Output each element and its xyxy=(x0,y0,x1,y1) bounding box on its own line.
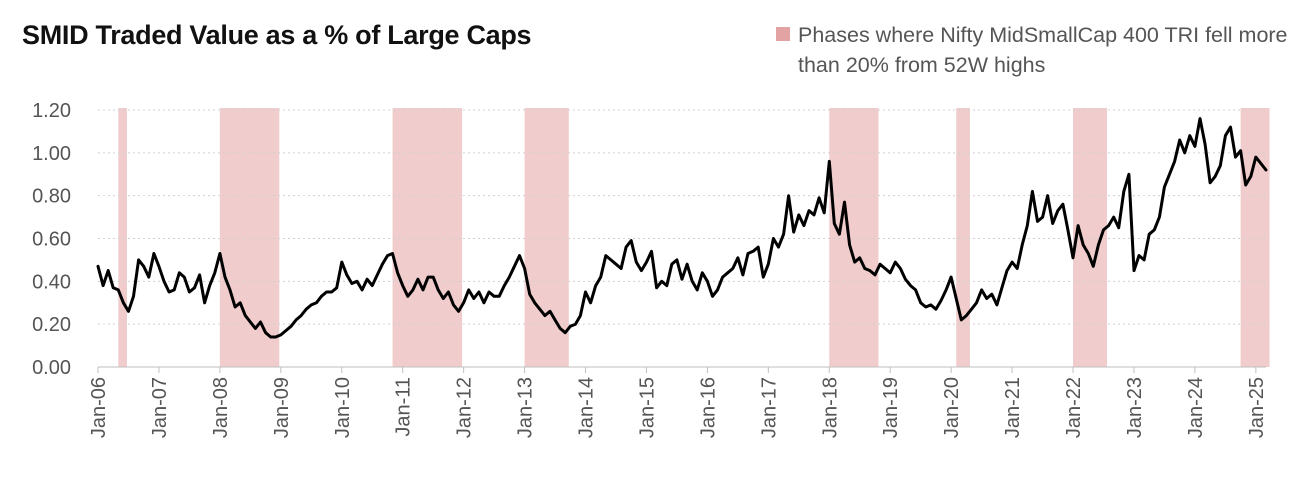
x-tick-label: Jan-11 xyxy=(393,377,415,437)
shaded-phase xyxy=(956,108,970,367)
y-axis-ticks: 0.00 0.20 0.40 0.60 0.80 1.00 1.20 xyxy=(32,100,71,379)
chart-title: SMID Traded Value as a % of Large Caps xyxy=(22,20,532,50)
x-tick-label: Jan-12 xyxy=(454,377,476,438)
x-tick-label: Jan-21 xyxy=(1002,377,1024,438)
series-line xyxy=(96,117,1268,339)
shaded-phase xyxy=(392,108,463,367)
x-tick-label: Jan-14 xyxy=(576,377,598,438)
x-tick-label: Jan-10 xyxy=(332,377,354,438)
x-tick-label: Jan-06 xyxy=(88,377,110,438)
x-tick-label: Jan-17 xyxy=(758,377,780,438)
y-tick-label: 0.40 xyxy=(32,271,71,293)
shaded-phase xyxy=(524,108,569,367)
x-tick-label: Jan-16 xyxy=(697,377,719,438)
series-lines xyxy=(96,117,1268,339)
x-axis-ticks: Jan-06 Jan-07 Jan-08 Jan-09 Jan-10 Jan-11 Jan-… xyxy=(88,367,1268,438)
x-tick-label: Jan-08 xyxy=(210,377,232,438)
x-tick-label: Jan-25 xyxy=(1246,377,1268,438)
x-tick-label: Jan-09 xyxy=(271,377,293,438)
x-tick-label: Jan-23 xyxy=(1124,377,1146,438)
y-tick-label: 1.20 xyxy=(32,100,71,122)
x-tick-label: Jan-18 xyxy=(819,377,841,438)
legend-label: Phases where Nifty MidSmallCap 400 TRI f… xyxy=(798,23,1288,77)
shaded-phase xyxy=(118,108,127,367)
y-tick-label: 0.20 xyxy=(32,314,71,336)
x-tick-label: Jan-15 xyxy=(636,377,658,438)
y-tick-label: 0.60 xyxy=(32,229,71,251)
y-tick-label: 0.00 xyxy=(32,357,71,379)
x-tick-label: Jan-19 xyxy=(880,377,902,438)
legend-swatch xyxy=(776,27,790,41)
x-tick-label: Jan-20 xyxy=(941,377,963,438)
x-tick-label: Jan-07 xyxy=(149,377,171,438)
x-tick-label: Jan-22 xyxy=(1063,377,1085,438)
shaded-phase xyxy=(219,108,280,367)
legend: Phases where Nifty MidSmallCap 400 TRI f… xyxy=(776,20,1296,80)
shaded-phase xyxy=(829,108,879,367)
x-tick-label: Jan-24 xyxy=(1185,377,1207,438)
gridlines xyxy=(98,109,1266,368)
y-tick-label: 1.00 xyxy=(32,143,71,165)
shaded-phase xyxy=(1240,108,1270,367)
y-tick-label: 0.80 xyxy=(32,186,71,208)
x-tick-label: Jan-13 xyxy=(515,377,537,438)
